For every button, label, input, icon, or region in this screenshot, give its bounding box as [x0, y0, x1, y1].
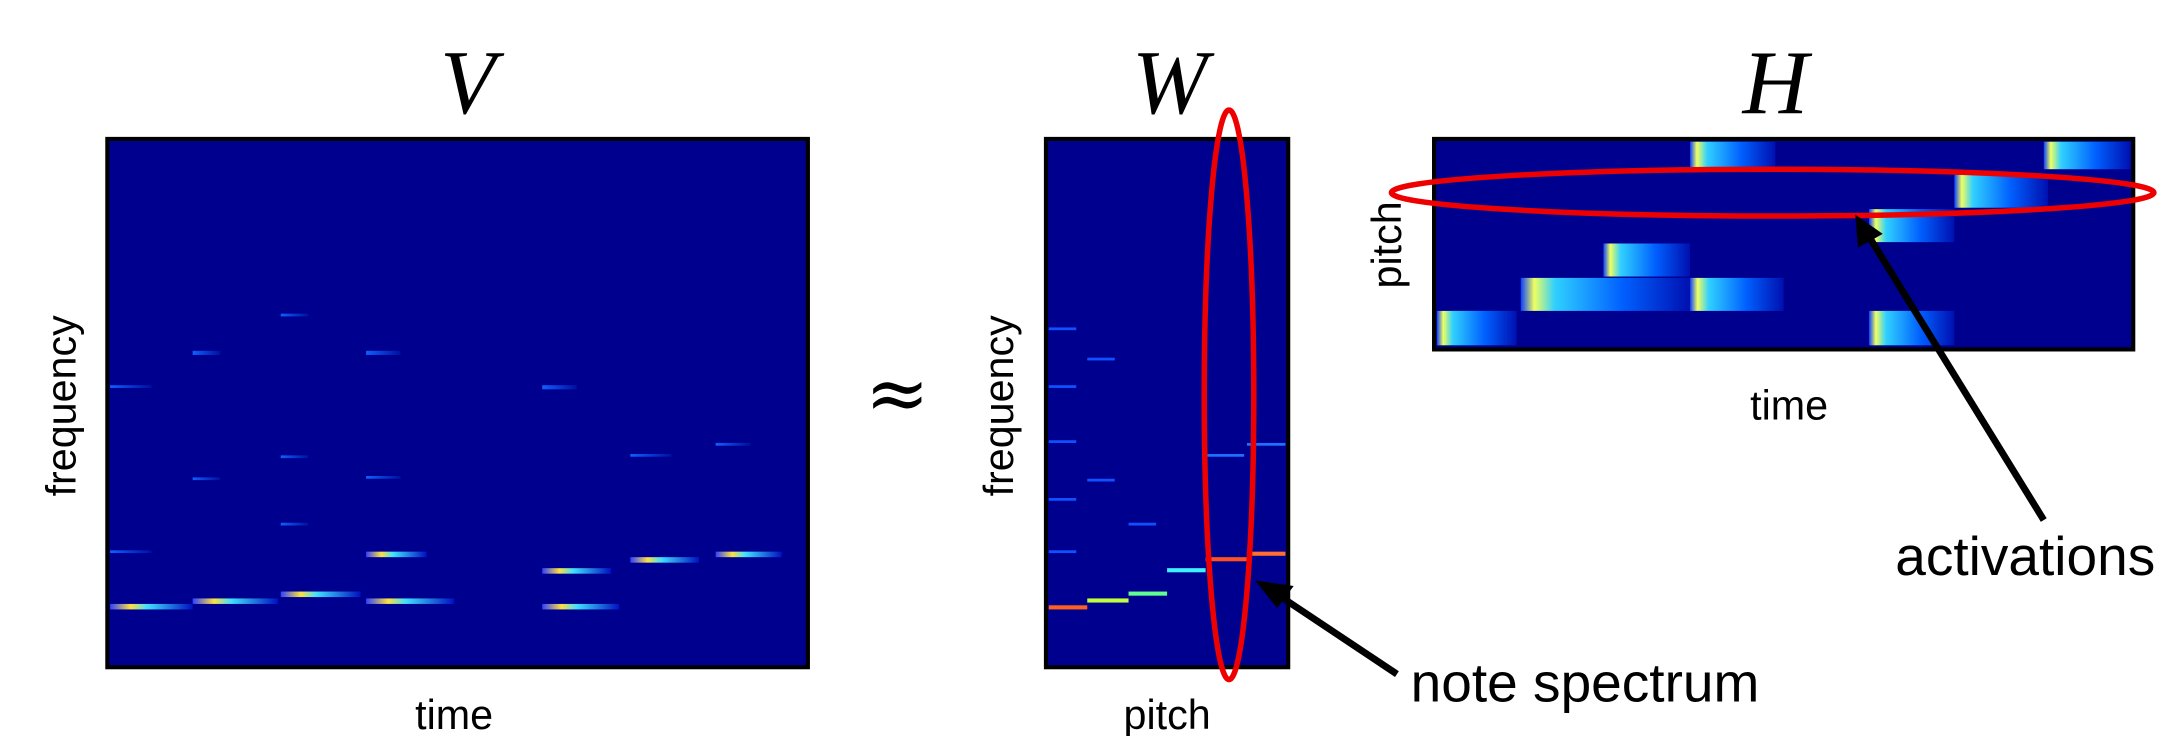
annotation: note spectrum [1411, 652, 1760, 714]
annotation: activations [1895, 525, 2155, 587]
v-streaks [110, 313, 782, 610]
arrow-head [1255, 580, 1294, 609]
x-axis-label: time [415, 692, 493, 736]
x-axis-label: time [1750, 383, 1828, 429]
arrow-head [1855, 214, 1883, 248]
w-streaks [1048, 327, 1286, 610]
arrow-line [1275, 591, 1399, 677]
x-axis-label: pitch [1123, 692, 1210, 736]
matrix-symbol: V [440, 32, 505, 133]
approx-operator: ≈ [865, 349, 930, 439]
highlight-ellipse [1388, 166, 2157, 219]
y-axis-label: pitch [1364, 201, 1410, 288]
y-axis-label: frequency [39, 315, 85, 497]
matrix-v [105, 136, 810, 670]
matrix-symbol: W [1132, 32, 1215, 133]
arrow-line [1866, 234, 2047, 522]
h-streaks [1436, 141, 2131, 346]
highlight-ellipse [1201, 107, 1257, 683]
matrix-symbol: H [1742, 32, 1813, 133]
y-axis-label: frequency [976, 315, 1022, 497]
